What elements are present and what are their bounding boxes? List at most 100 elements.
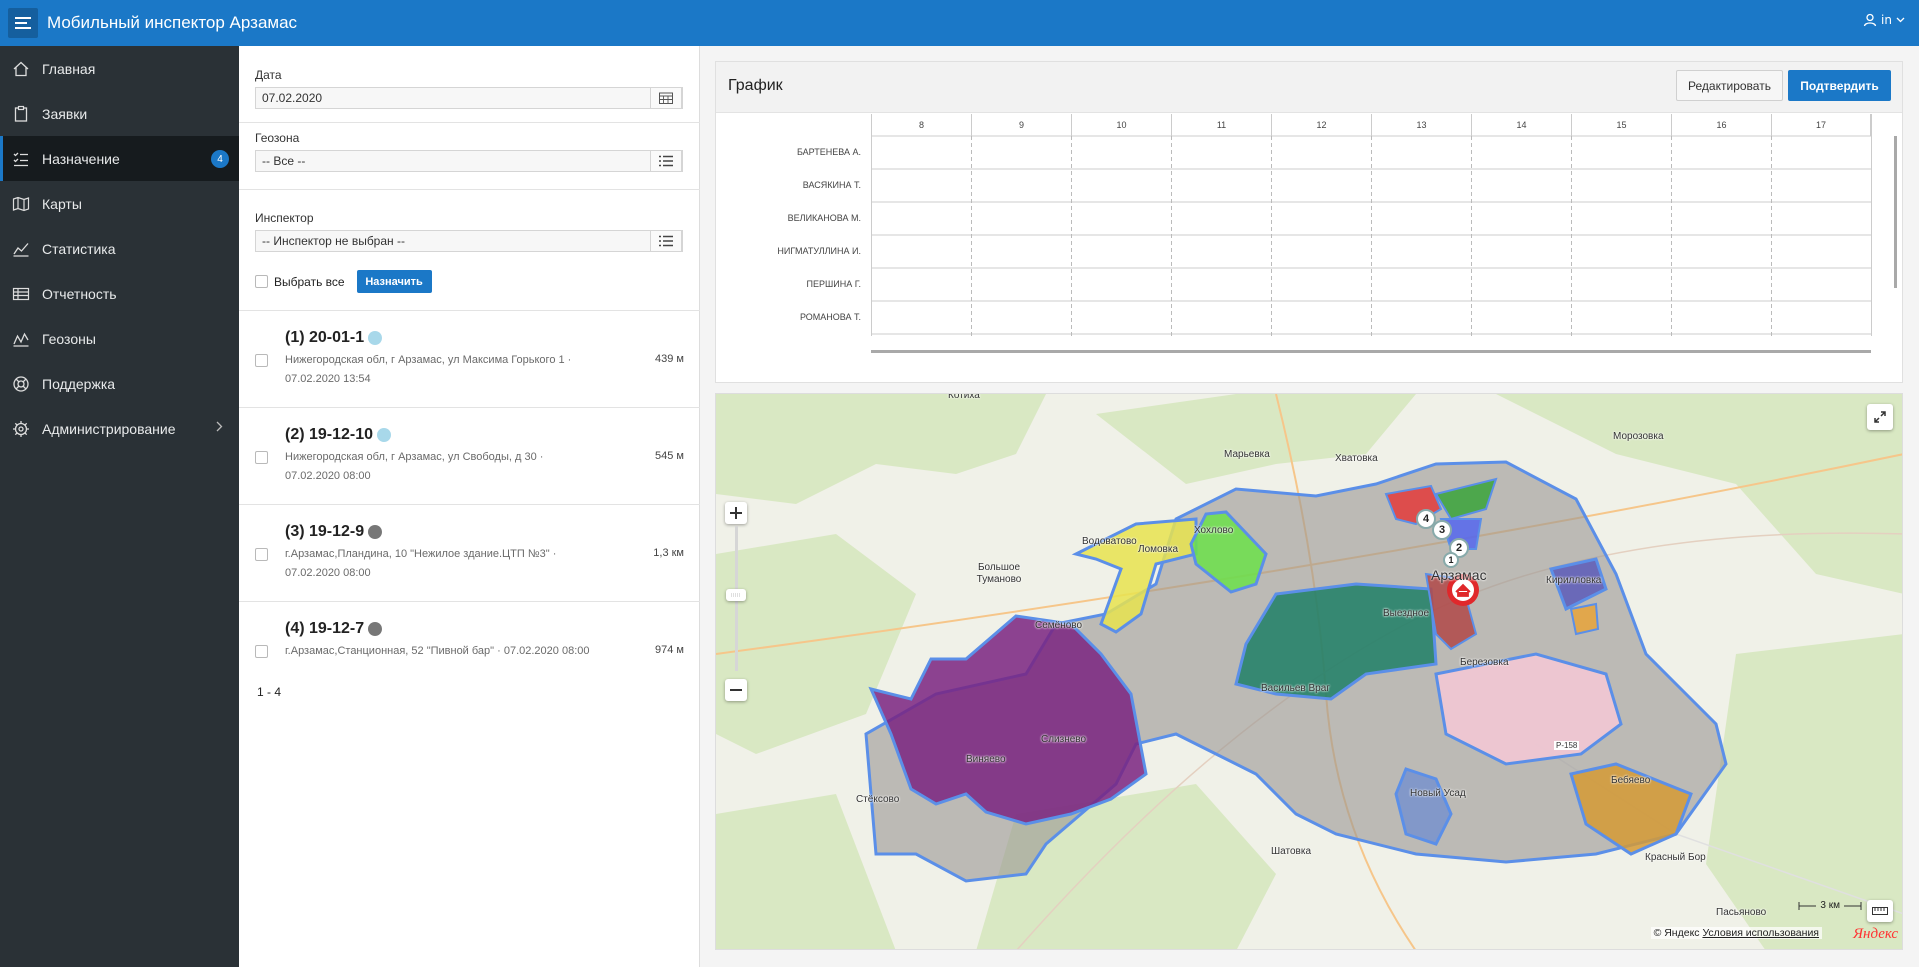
map-place-label: Пасьяново bbox=[1716, 907, 1767, 918]
inspector-value: -- Инспектор не выбран -- bbox=[262, 234, 405, 248]
home-icon bbox=[0, 60, 42, 78]
geozone-list-button[interactable] bbox=[650, 150, 682, 172]
sidebar-item-label: Отчетность bbox=[42, 285, 117, 302]
item-distance: 545 м bbox=[655, 450, 684, 462]
inspector-select[interactable]: -- Инспектор не выбран -- bbox=[255, 230, 683, 252]
hour-header: 10 bbox=[1071, 114, 1171, 136]
map-place-label: Большое Туманово bbox=[976, 562, 1022, 585]
map-place-label: Слизнево bbox=[1041, 734, 1087, 745]
item-distance: 439 м bbox=[655, 353, 684, 365]
menu-toggle-button[interactable] bbox=[8, 8, 38, 38]
inspector-label: Инспектор bbox=[255, 211, 314, 225]
item-checkbox[interactable] bbox=[255, 354, 268, 367]
sidebar-item-assignment[interactable]: Назначение 4 bbox=[0, 136, 239, 181]
fullscreen-button[interactable] bbox=[1867, 404, 1893, 430]
map-place-label: Новый Усад bbox=[1410, 788, 1466, 799]
sidebar-item-label: Администрирование bbox=[42, 420, 176, 437]
sidebar-item-home[interactable]: Главная bbox=[0, 46, 239, 91]
map-view[interactable]: Котиха Марьевка Хватовка Морозовка Водов… bbox=[715, 393, 1903, 950]
inspector-row-label: ВАСЯКИНА Т. bbox=[802, 180, 861, 190]
assign-button[interactable]: Назначить bbox=[356, 270, 432, 293]
hour-header: 17 bbox=[1771, 114, 1871, 136]
calendar-button[interactable] bbox=[650, 87, 682, 109]
address-text: г.Арзамас,Пландина, 10 "Нежилое здание.Ц… bbox=[285, 548, 557, 560]
zoom-out-button[interactable] bbox=[725, 679, 747, 701]
item-address: Нижегородская обл, г Арзамас, ул Максима… bbox=[285, 351, 625, 389]
item-title: (3) 19-12-9 bbox=[285, 523, 383, 541]
geozone-chart-icon bbox=[0, 330, 42, 348]
ruler-button[interactable] bbox=[1867, 900, 1893, 922]
map-place-label: Котиха bbox=[948, 393, 980, 401]
sidebar: Главная Заявки Назначение 4 Карты Статис… bbox=[0, 46, 239, 967]
sidebar-item-statistics[interactable]: Статистика bbox=[0, 226, 239, 271]
map-marker-pin[interactable]: 4 bbox=[1416, 509, 1436, 529]
map-copyright: © Яндекс Условия использования bbox=[1650, 927, 1822, 939]
calendar-icon bbox=[659, 92, 673, 104]
status-dot bbox=[368, 331, 383, 345]
date-label: Дата bbox=[255, 68, 282, 82]
confirm-button[interactable]: Подтвердить bbox=[1788, 70, 1891, 101]
map-place-label: Водоватово bbox=[1082, 536, 1137, 547]
item-address: г.Арзамас,Станционная, 52 "Пивной бар" ·… bbox=[285, 642, 665, 661]
assignment-panel: Дата 07.02.2020 Геозона -- Все -- Инспек… bbox=[239, 46, 700, 967]
zoom-in-button[interactable] bbox=[725, 502, 747, 524]
map-place-label: Стёксово bbox=[856, 794, 900, 805]
sidebar-item-support[interactable]: Поддержка bbox=[0, 361, 239, 406]
hour-header: 15 bbox=[1571, 114, 1671, 136]
map-place-label: Виняево bbox=[966, 754, 1006, 765]
map-place-label: Хохлово bbox=[1194, 525, 1234, 536]
time-text: 07.02.2020 08:00 bbox=[285, 470, 371, 482]
terms-link[interactable]: Условия использования bbox=[1702, 927, 1819, 939]
vertical-scrollbar bbox=[1894, 136, 1897, 288]
item-number: (1) 20-01-1 bbox=[285, 329, 365, 346]
item-distance: 1,3 км bbox=[653, 547, 684, 559]
item-checkbox[interactable] bbox=[255, 548, 268, 561]
geozone-select[interactable]: -- Все -- bbox=[255, 150, 683, 172]
sidebar-item-reports[interactable]: Отчетность bbox=[0, 271, 239, 316]
plus-icon bbox=[730, 507, 742, 519]
inspector-list-button[interactable] bbox=[650, 230, 682, 252]
sidebar-item-label: Назначение bbox=[42, 150, 120, 167]
item-checkbox[interactable] bbox=[255, 645, 268, 658]
lifebuoy-icon bbox=[0, 375, 42, 393]
list-icon bbox=[659, 235, 673, 247]
item-address: Нижегородская обл, г Арзамас, ул Свободы… bbox=[285, 448, 625, 486]
map-place-label: Шатовка bbox=[1271, 846, 1312, 857]
item-title: (4) 19-12-7 bbox=[285, 620, 383, 638]
clipboard-icon bbox=[0, 105, 42, 123]
geozone-value: -- Все -- bbox=[262, 154, 306, 168]
sidebar-item-requests[interactable]: Заявки bbox=[0, 91, 239, 136]
hour-header: 12 bbox=[1271, 114, 1371, 136]
select-all-checkbox[interactable] bbox=[255, 275, 268, 288]
sidebar-item-maps[interactable]: Карты bbox=[0, 181, 239, 226]
select-all-row: Выбрать все Назначить bbox=[255, 270, 432, 293]
select-all-label: Выбрать все bbox=[274, 274, 345, 289]
scale-bar-left bbox=[1798, 901, 1817, 910]
map-place-label: Марьевка bbox=[1224, 449, 1270, 460]
count-badge: 4 bbox=[211, 150, 229, 168]
list-item[interactable]: (2) 19-12-10 Нижегородская обл, г Арзама… bbox=[239, 408, 700, 505]
gear-icon bbox=[0, 420, 42, 438]
map-marker-pin[interactable]: 1 bbox=[1443, 552, 1459, 568]
map-marker-pin[interactable]: 2 bbox=[1449, 538, 1469, 558]
map-marker-pin[interactable]: 3 bbox=[1432, 520, 1452, 540]
checklist-icon bbox=[0, 150, 42, 168]
list-item[interactable]: (3) 19-12-9 г.Арзамас,Пландина, 10 "Нежи… bbox=[239, 505, 700, 602]
list-item[interactable]: (4) 19-12-7 г.Арзамас,Станционная, 52 "П… bbox=[239, 602, 700, 682]
sidebar-item-administration[interactable]: Администрирование bbox=[0, 406, 239, 451]
sidebar-item-label: Заявки bbox=[42, 105, 88, 122]
item-number: (2) 19-12-10 bbox=[285, 426, 374, 443]
user-menu[interactable]: in bbox=[1863, 13, 1905, 27]
schedule-area: График Редактировать Подтвердить 8 9 10 … bbox=[700, 46, 1919, 967]
address-text: Нижегородская обл, г Арзамас, ул Свободы… bbox=[285, 451, 544, 463]
hour-header: 9 bbox=[971, 114, 1071, 136]
date-field[interactable]: 07.02.2020 bbox=[255, 87, 683, 109]
item-checkbox[interactable] bbox=[255, 451, 268, 464]
edit-button[interactable]: Редактировать bbox=[1676, 70, 1783, 101]
sidebar-item-geozones[interactable]: Геозоны bbox=[0, 316, 239, 361]
item-title: (1) 20-01-1 bbox=[285, 329, 383, 347]
list-item[interactable]: (1) 20-01-1 Нижегородская обл, г Арзамас… bbox=[239, 311, 700, 408]
zoom-slider-handle[interactable] bbox=[726, 589, 746, 601]
divider bbox=[239, 310, 700, 311]
divider bbox=[239, 122, 700, 123]
